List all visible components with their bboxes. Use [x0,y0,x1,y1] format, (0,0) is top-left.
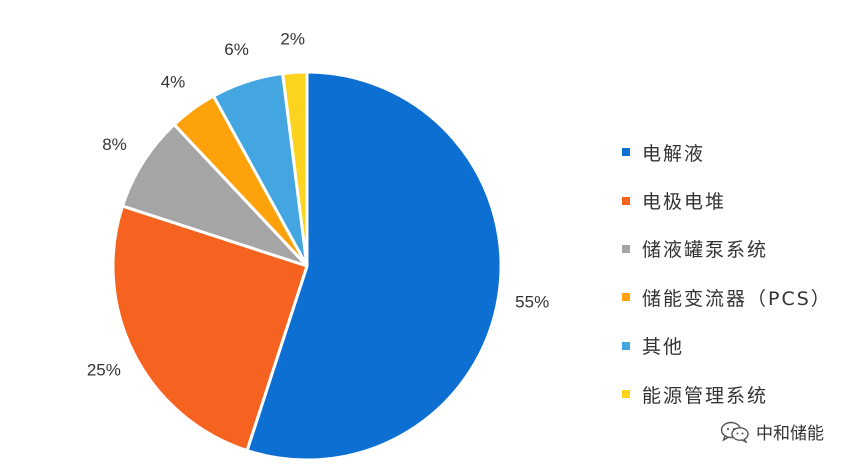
legend-swatch-1 [622,196,630,205]
pie-slice-5 [281,70,309,268]
slice-label-5: 2% [280,29,305,48]
watermark: 中和储能 [720,419,824,444]
legend-swatch-0 [622,148,630,157]
pie-slice-1 [111,204,309,453]
watermark-text: 中和储能 [756,424,824,444]
slice-label-4: 6% [224,40,249,59]
pie-slice-2 [120,123,309,268]
legend-swatch-4 [622,341,630,350]
pie-slices [111,70,503,462]
legend-item-5: 能源管理系统 [622,370,832,418]
slice-label-3: 4% [161,73,186,92]
legend-item-4: 其他 [622,322,832,370]
legend-item-3: 储能变流器（PCS） [622,273,832,321]
legend-item-0: 电解液 [622,128,832,176]
legend-swatch-3 [622,293,630,302]
legend-label-5: 能源管理系统 [642,384,769,407]
legend-label-2: 储液罐泵系统 [642,239,769,262]
slice-label-2: 8% [102,135,127,154]
legend-swatch-2 [622,244,630,253]
legend-label-3: 储能变流器（PCS） [642,287,832,310]
slice-label-1: 25% [87,361,121,380]
pie-labels: 55% 25% 8% 4% 6% 2% [87,29,549,379]
legend-label-4: 其他 [642,336,685,359]
legend-label-1: 电极电堆 [642,191,727,214]
slice-label-0: 55% [515,293,549,312]
pie-slice-0 [245,70,503,462]
legend: 电解液电极电堆储液罐泵系统储能变流器（PCS） 其他能源管理系统 [622,128,832,418]
legend-swatch-5 [622,390,630,399]
legend-label-0: 电解液 [642,142,706,165]
legend-item-2: 储液罐泵系统 [622,225,832,273]
legend-item-1: 电极电堆 [622,176,832,224]
wechat-icon [720,421,749,443]
